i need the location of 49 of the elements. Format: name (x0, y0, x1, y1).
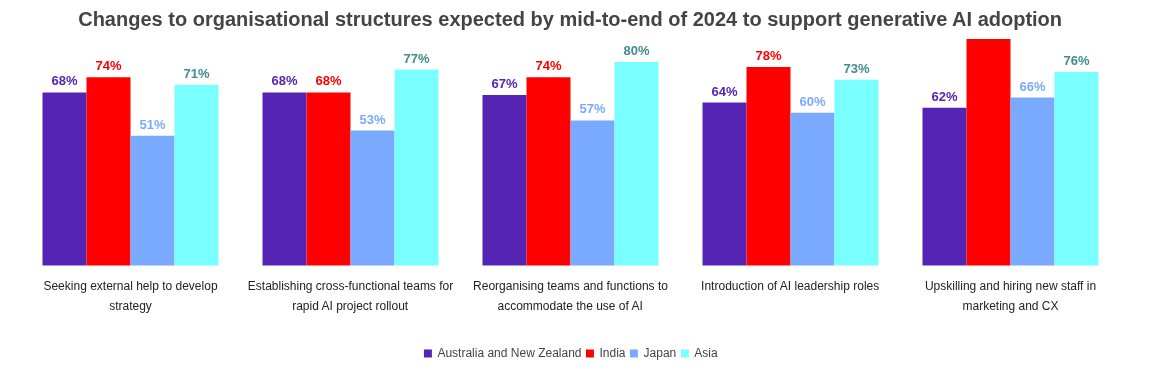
data-label: 60% (799, 93, 826, 109)
bar (746, 67, 791, 266)
bar (394, 69, 439, 266)
data-label: 76% (1063, 53, 1090, 69)
legend-label: Australia and New Zealand (437, 346, 582, 360)
data-label: 67% (491, 75, 518, 91)
legend-label: Asia (694, 346, 718, 360)
data-label: 66% (1019, 78, 1046, 94)
data-label: 80% (623, 42, 650, 58)
data-label: 74% (95, 58, 122, 74)
bar (1010, 97, 1055, 266)
data-label: 51% (139, 116, 166, 132)
data-label: 73% (843, 60, 870, 76)
bar (350, 130, 395, 266)
chart-title: Changes to organisational structures expected by mid-to-end of 2024 to support generative AI adoption (78, 7, 1063, 30)
data-label: 77% (403, 50, 430, 66)
legend-label: India (599, 346, 626, 360)
bar (526, 77, 571, 266)
legend-label: Japan (643, 346, 677, 360)
data-label: 68% (271, 73, 298, 89)
data-label: 68% (51, 73, 78, 89)
bar (262, 92, 307, 266)
data-label: 64% (711, 83, 738, 99)
bar (614, 61, 659, 266)
bar (790, 112, 835, 266)
bar (1054, 72, 1099, 266)
data-label: 62% (931, 88, 958, 104)
data-label: 53% (359, 111, 386, 127)
data-label: 57% (579, 101, 606, 117)
data-label: 71% (183, 65, 210, 81)
bar (130, 135, 175, 266)
bar (966, 39, 1011, 266)
bar (570, 120, 615, 266)
bar (86, 77, 131, 266)
bar (42, 92, 87, 266)
data-label: 78% (755, 48, 782, 64)
bar (306, 92, 351, 266)
bar (922, 107, 967, 266)
x-tick-label: Introduction of AI leadership roles (701, 279, 880, 293)
x-tick-label: Reorganising teams and functions to accommodate the use of AI (473, 279, 669, 314)
data-label: 74% (535, 58, 562, 74)
bar (702, 102, 747, 266)
x-tick-label: Establishing cross-functional teams for rapid AI project rollout (247, 279, 454, 314)
bar (174, 84, 219, 266)
x-tick-label: Seeking external help to develop strategy (43, 279, 218, 314)
bar (834, 79, 879, 266)
bar (482, 94, 527, 266)
x-tick-label: Upskilling and hiring new staff in marketing and CX (924, 279, 1097, 314)
data-label: 68% (315, 73, 342, 89)
